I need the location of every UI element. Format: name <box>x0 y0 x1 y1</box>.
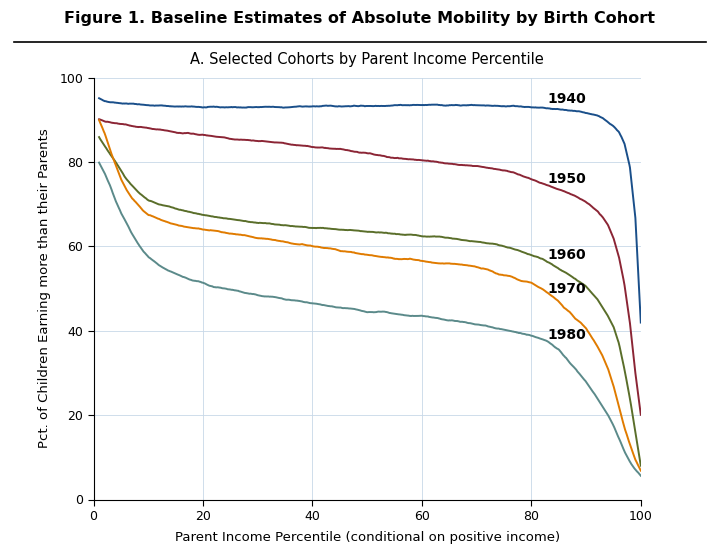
Text: 1970: 1970 <box>548 281 586 296</box>
Y-axis label: Pct. of Children Earning more than their Parents: Pct. of Children Earning more than their… <box>38 129 51 448</box>
Text: 1980: 1980 <box>548 328 587 342</box>
Text: Figure 1. Baseline Estimates of Absolute Mobility by Birth Cohort: Figure 1. Baseline Estimates of Absolute… <box>65 11 655 26</box>
X-axis label: Parent Income Percentile (conditional on positive income): Parent Income Percentile (conditional on… <box>175 531 559 544</box>
Text: 1950: 1950 <box>548 172 587 186</box>
Text: 1960: 1960 <box>548 248 586 262</box>
Text: 1940: 1940 <box>548 92 587 106</box>
Title: A. Selected Cohorts by Parent Income Percentile: A. Selected Cohorts by Parent Income Per… <box>190 52 544 67</box>
